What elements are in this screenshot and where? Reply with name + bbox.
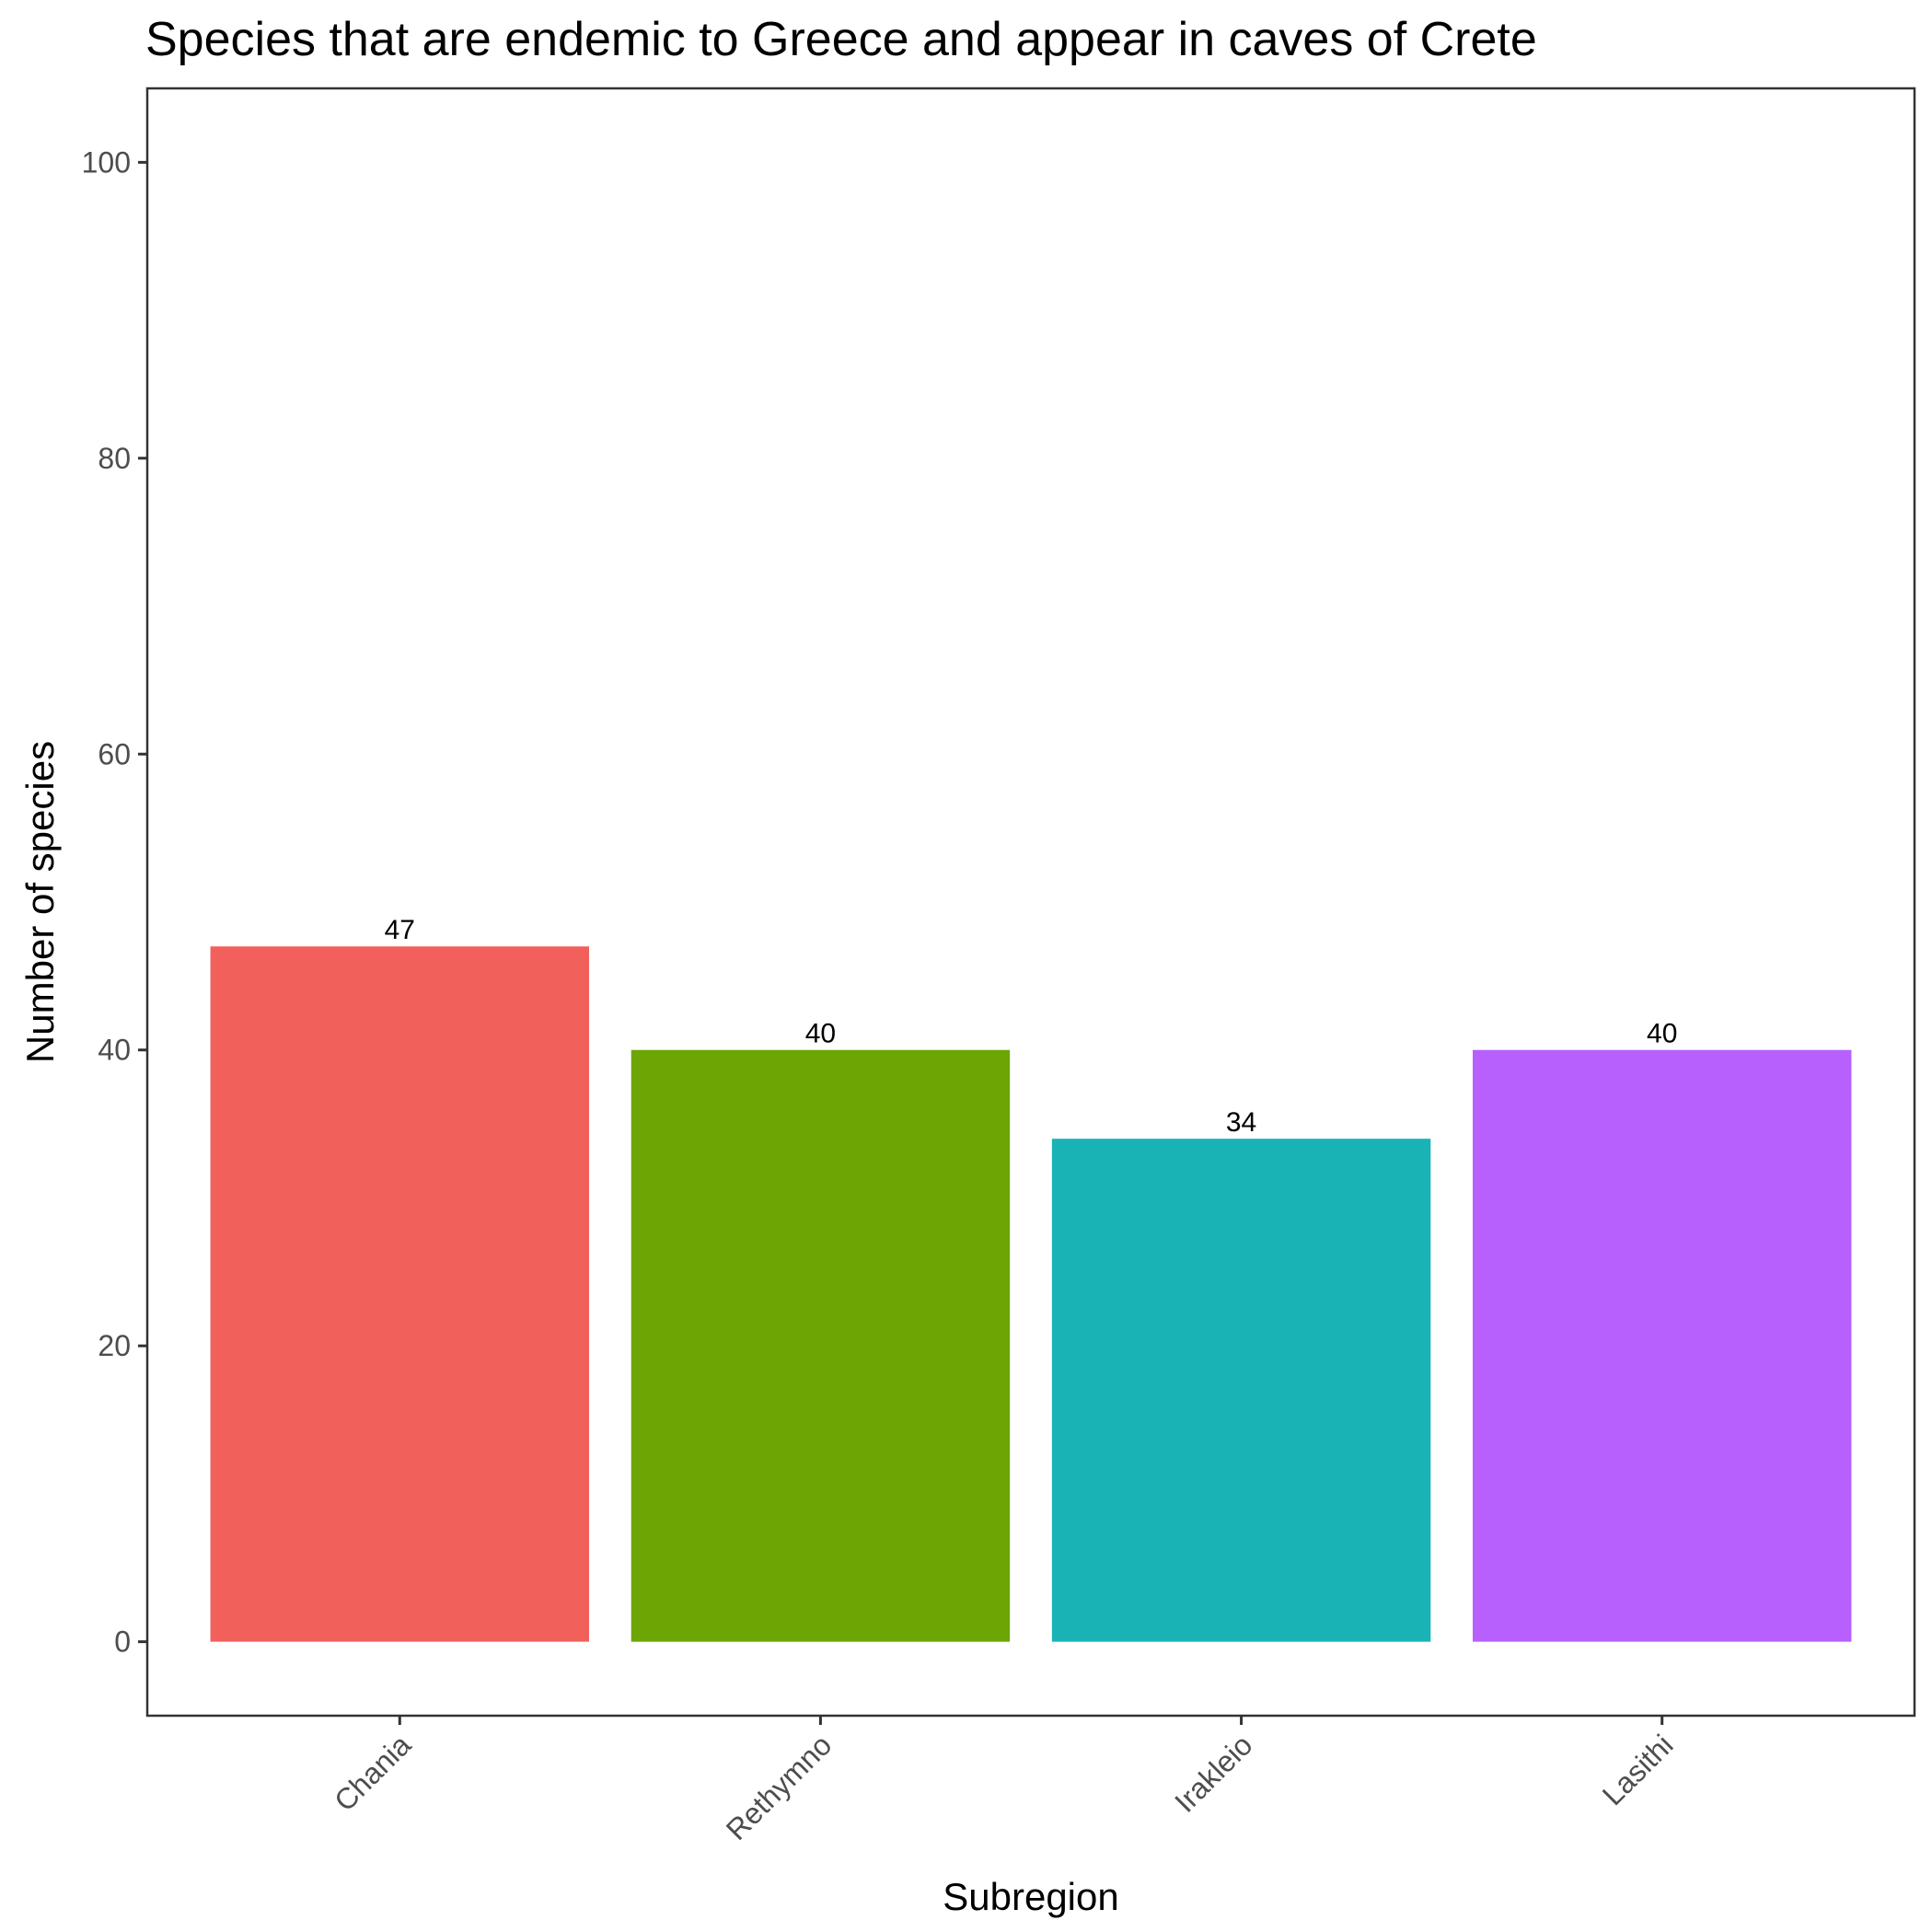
x-tick-label-chania: Chania — [328, 1728, 417, 1817]
bar-lasithi — [1473, 1049, 1852, 1642]
bar-irakleio — [1051, 1139, 1431, 1642]
y-tick-label: 100 — [82, 145, 131, 179]
chart-title: Species that are endemic to Greece and a… — [145, 13, 1537, 66]
data-label-rethymno: 40 — [805, 1019, 836, 1049]
x-tick-label-lasithi: Lasithi — [1596, 1728, 1680, 1811]
y-axis-title: Number of species — [18, 741, 62, 1063]
data-label-lasithi: 40 — [1647, 1019, 1677, 1049]
y-tick-label: 40 — [98, 1034, 131, 1067]
x-axis-title: Subregion — [943, 1875, 1118, 1918]
data-label-chania: 47 — [385, 915, 415, 945]
y-tick-label: 80 — [98, 442, 131, 475]
bars — [210, 946, 1852, 1642]
bar-chania — [210, 946, 590, 1642]
x-axis: Chania Rethymno Irakleio Lasithi — [328, 1716, 1680, 1846]
bar-rethymno — [631, 1049, 1011, 1642]
x-tick-label-rethymno: Rethymno — [720, 1728, 839, 1846]
y-tick-label: 60 — [98, 737, 131, 770]
x-tick-label-irakleio: Irakleio — [1168, 1728, 1258, 1818]
data-labels: 47 40 34 40 — [385, 915, 1678, 1138]
plot-panel — [145, 87, 1916, 1718]
y-tick-label: 0 — [114, 1625, 131, 1659]
data-label-irakleio: 34 — [1226, 1107, 1256, 1138]
y-axis: 0 20 40 60 80 100 — [82, 145, 147, 1659]
y-tick-label: 20 — [98, 1329, 131, 1362]
